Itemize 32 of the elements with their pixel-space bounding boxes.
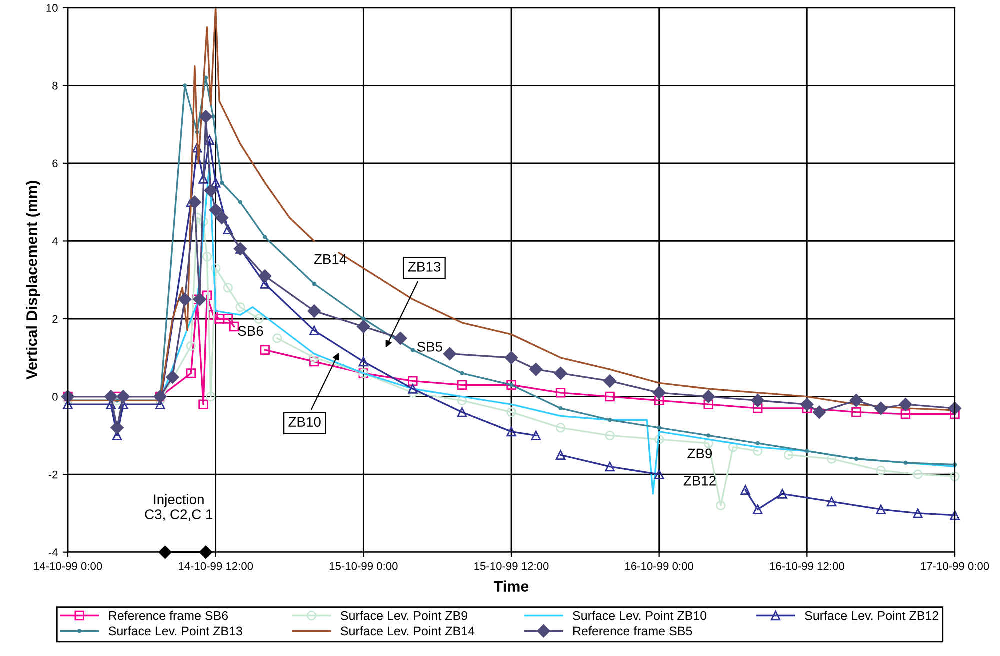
- y-tick-label: 4: [52, 238, 58, 246]
- y-tick-label: -2: [48, 470, 58, 479]
- x-axis-title: Time: [494, 580, 529, 592]
- y-tick-label: -4: [48, 548, 58, 556]
- annotation: SB5: [417, 342, 442, 352]
- legend-label: Reference frame SB6: [109, 611, 228, 620]
- legend-label: Surface Lev. Point ZB9: [341, 611, 468, 620]
- x-tick-label: 16-10-99 12:00: [770, 562, 844, 570]
- x-tick-label: 17-10-99 0:00: [921, 562, 990, 570]
- annotation: ZB10: [288, 417, 321, 428]
- annotation: Injection C3, C2,C 1: [145, 494, 213, 522]
- x-tick-label: 16-10-99 0:00: [626, 562, 694, 570]
- annotation: ZB12: [684, 476, 716, 486]
- annotation: ZB13: [408, 262, 441, 272]
- legend-label: Reference frame SB5: [574, 626, 692, 636]
- y-tick-label: 0: [52, 393, 58, 401]
- x-tick-label: 15-10-99 12:00: [474, 562, 549, 570]
- y-tick-label: 6: [52, 160, 58, 168]
- x-tick-label: 14-10-99 0:00: [34, 562, 102, 570]
- y-tick-label: 8: [52, 82, 58, 90]
- legend-label: Surface Lev. Point ZB10: [573, 611, 707, 620]
- annotation: ZB14: [314, 254, 347, 264]
- legend-label: Surface Lev. Point ZB13: [108, 626, 242, 636]
- x-tick-label: 14-10-99 12:00: [179, 562, 254, 570]
- legend-label: Surface Lev. Point ZB14: [341, 626, 475, 636]
- y-tick-label: 2: [52, 315, 58, 324]
- y-axis-title: Vertical Displacement (mm): [26, 181, 40, 380]
- legend-label: Surface Lev. Point ZB12: [805, 611, 939, 620]
- x-tick-label: 15-10-99 0:00: [330, 562, 398, 570]
- annotation: ZB9: [688, 448, 712, 459]
- annotation: SB6: [238, 326, 264, 336]
- y-tick-label: 10: [46, 4, 58, 12]
